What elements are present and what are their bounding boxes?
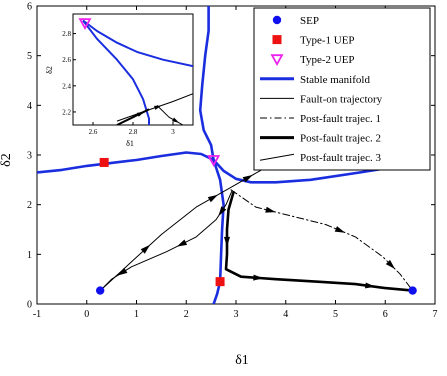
inset-x-tick-label: 3: [171, 128, 175, 136]
trajectory-arrow: [242, 174, 253, 183]
trajectory-arrow: [334, 226, 346, 233]
trajectory-arrow: [176, 239, 188, 247]
type1-uep-marker: [215, 277, 225, 287]
trajectory-arrow: [385, 259, 395, 269]
legend: SEP Type-1 UEP Type-2 UEP Stable manifold Fa…: [253, 7, 431, 171]
x-tick-label: 1: [134, 309, 139, 320]
x-tick-label: 7: [433, 309, 438, 320]
x-tick-label: 0: [84, 309, 89, 320]
trajectory-arrow: [154, 105, 162, 110]
sep-marker: [95, 286, 105, 295]
trajectory-arrow: [171, 117, 180, 123]
x-tick-label: 5: [333, 309, 338, 320]
inset-x-tick-label: 2.8: [129, 128, 138, 136]
x-tick-label: 6: [383, 309, 388, 320]
inset-type2-uep-marker: [78, 18, 92, 30]
inset-y-tick-label: 2.8: [62, 30, 71, 38]
y-tick-label: 6: [27, 2, 32, 13]
series-stable-manifold: [37, 151, 215, 174]
series-stable-manifold: [198, 6, 215, 162]
inset-y-label: δ2: [45, 66, 54, 74]
y-tick-label: 0: [27, 300, 32, 311]
trajectory-arrow: [140, 244, 151, 254]
trajectory-arrow: [218, 206, 227, 217]
legend-symbol-post-fault-trajec-3: [259, 153, 295, 161]
y-tick-label: 5: [27, 51, 32, 62]
inset-y-tick-label: 2.4: [62, 82, 71, 90]
type1-uep-marker: [99, 157, 109, 167]
legend-label-sep: SEP: [300, 15, 319, 27]
inset-series-stable-manifold: [82, 19, 150, 125]
inset-series-stable-manifold: [82, 19, 193, 68]
y-tick-label: 4: [27, 101, 32, 112]
x-axis-label: δ1: [235, 353, 249, 368]
trajectory-arrow: [365, 282, 376, 289]
legend-symbol-type-1-uep: [272, 35, 282, 45]
inset-y-tick-label: 2.2: [62, 108, 71, 116]
trajectory-arrow: [224, 236, 230, 247]
inset-x-label: δ1: [126, 139, 134, 148]
y-axis-label: δ2: [0, 153, 14, 167]
x-tick-label: 2: [184, 309, 189, 320]
legend-symbol-type-2-uep: [270, 54, 284, 67]
legend-box: [253, 7, 431, 171]
legend-label-stable-manifold: Stable manifold: [300, 74, 370, 86]
legend-label-post-fault-trajec-3: Post-fault trajec. 3: [300, 152, 381, 164]
trajectory-arrow: [207, 194, 218, 203]
y-tick-label: 1: [27, 250, 32, 261]
y-tick-label: 2: [27, 200, 32, 211]
legend-label-type-2-uep: Type-2 UEP: [300, 54, 355, 66]
x-tick-label: -1: [33, 309, 41, 320]
series-stable-manifold: [212, 158, 225, 304]
inset-zoom: 2.6 2.8 3 2.2 2.4 2.6 2.8 δ1 δ2: [45, 13, 194, 148]
trajectory-arrow: [253, 274, 264, 281]
inset-y-tick-label: 2.6: [62, 56, 71, 64]
series-post-fault-trajec-2: [224, 191, 414, 292]
type2-uep-marker: [207, 155, 221, 167]
trajectory-arrow: [136, 111, 145, 117]
y-tick-label: 3: [27, 151, 32, 162]
legend-label-post-fault-trajec-1: Post-fault trajec. 1: [300, 113, 381, 125]
inset-x-tick-label: 2.6: [89, 128, 98, 136]
legend-label-post-fault-trajec-2: Post-fault trajec. 2: [300, 133, 381, 145]
legend-label-type-1-uep: Type-1 UEP: [300, 35, 355, 47]
x-tick-label: 4: [283, 309, 288, 320]
x-tick-label: 3: [234, 309, 239, 320]
trajectory-arrow: [117, 267, 128, 276]
sep-marker: [408, 286, 417, 295]
trajectory-arrow: [265, 206, 276, 213]
legend-symbol-sep: [272, 15, 282, 25]
legend-label-fault-on-trajectory: Fault-on trajectory: [300, 93, 383, 105]
